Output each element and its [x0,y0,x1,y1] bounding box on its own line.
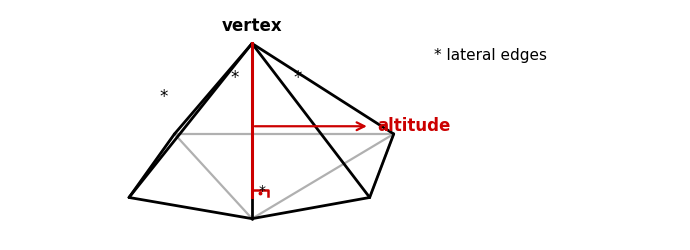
Text: vertex: vertex [221,17,282,35]
Text: *: * [293,69,302,87]
Text: *: * [159,88,168,106]
Text: altitude: altitude [377,117,451,135]
Text: *: * [230,69,239,87]
Text: *: * [258,184,265,198]
Text: * lateral edges: * lateral edges [434,48,547,62]
